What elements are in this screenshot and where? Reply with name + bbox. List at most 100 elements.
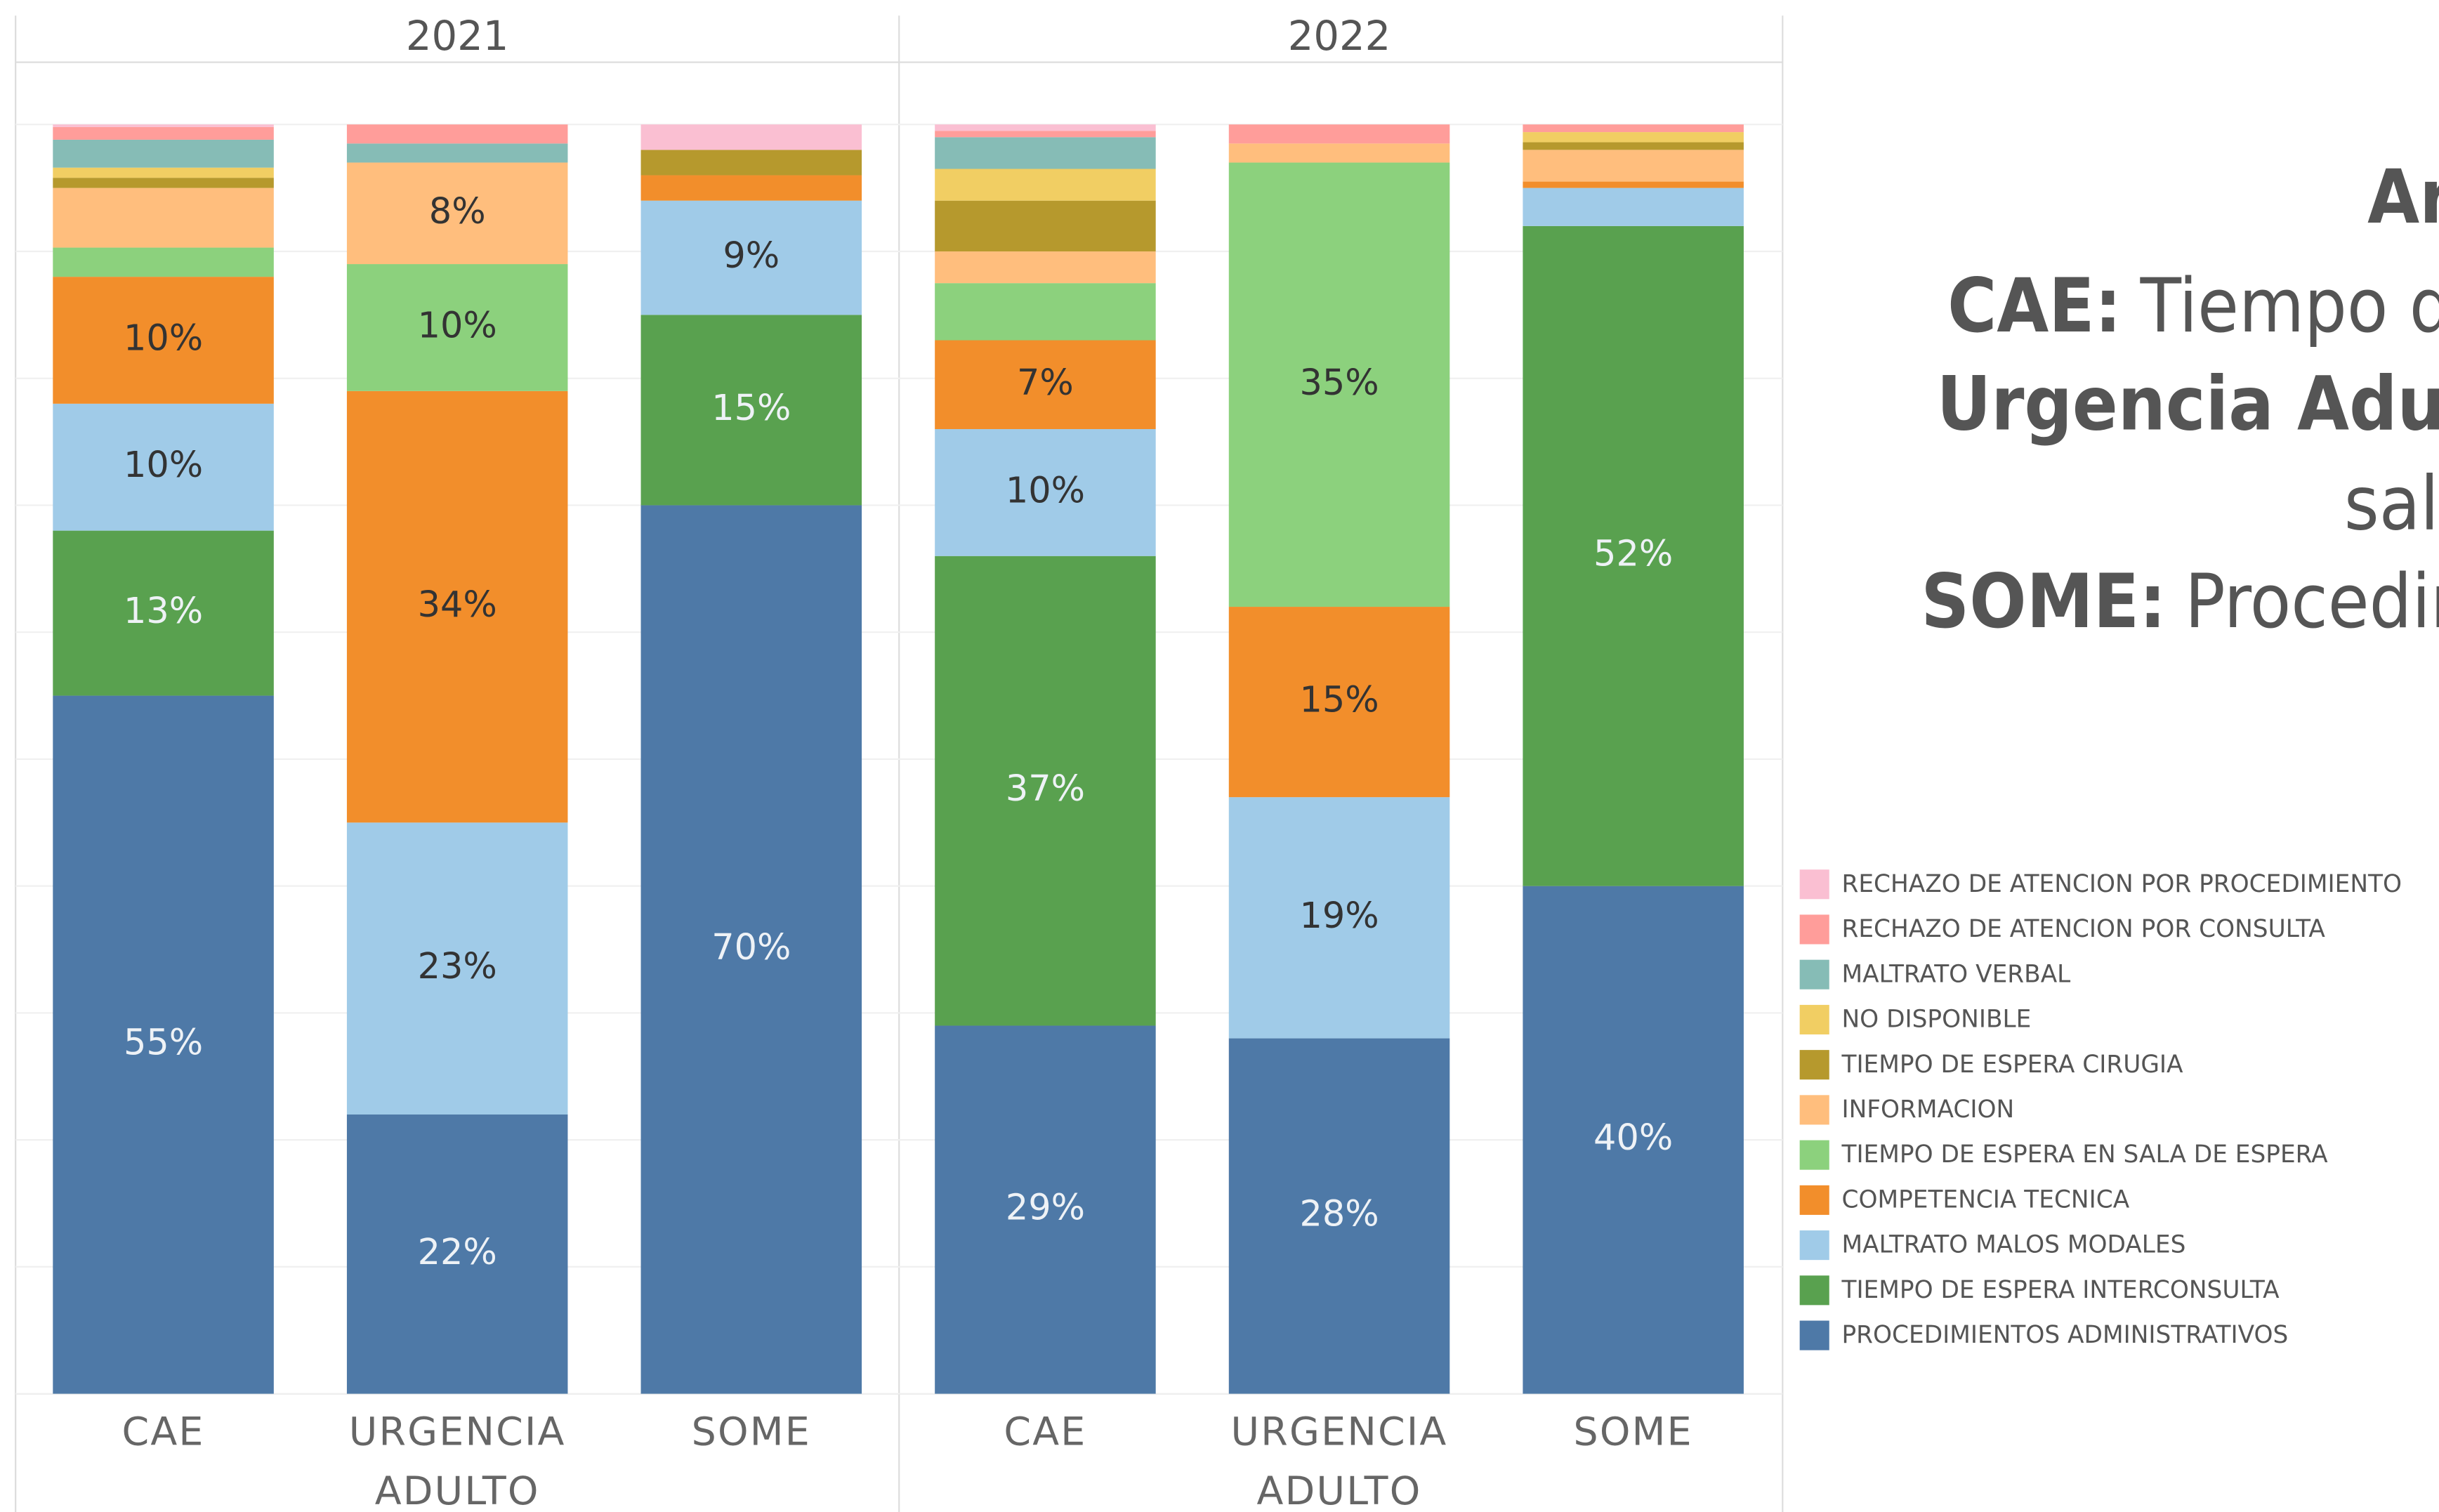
value-label: 9% bbox=[723, 235, 780, 277]
bar-segment bbox=[53, 247, 274, 277]
bar-segment bbox=[1523, 225, 1744, 886]
x-tick-label: CAE bbox=[121, 1409, 205, 1455]
annotation: CAE: Tiempo d bbox=[1947, 263, 2439, 350]
bar-segment bbox=[1228, 607, 1450, 798]
x-label-box: SOME bbox=[1573, 1409, 1693, 1455]
value-label: 10% bbox=[418, 305, 497, 346]
legend-swatch bbox=[1799, 959, 1829, 990]
legend-label: TIEMPO DE ESPERA EN SALA DE ESPERA bbox=[1841, 1140, 2328, 1169]
facet-label: 2022 bbox=[1288, 13, 1391, 60]
bar-segment bbox=[53, 403, 274, 531]
value-label: 52% bbox=[1593, 534, 1673, 575]
bar-segment bbox=[346, 143, 568, 163]
bar-segment bbox=[935, 137, 1156, 169]
annotation-part: Urgencia Adul bbox=[1937, 361, 2439, 448]
bar-segment bbox=[1523, 188, 1744, 226]
bar-segment bbox=[346, 124, 568, 144]
x-tick-label: URGENCIA ADULTO bbox=[348, 1409, 566, 1512]
bar-segment bbox=[53, 277, 274, 404]
annotation: Ar bbox=[2367, 154, 2439, 241]
value-label: 55% bbox=[124, 1023, 203, 1064]
legend-swatch bbox=[1799, 1004, 1829, 1034]
bar-segment bbox=[640, 505, 862, 1394]
annotation-part: SOME: bbox=[1921, 558, 2166, 645]
value-label: 22% bbox=[418, 1232, 497, 1273]
bar-segment bbox=[640, 124, 862, 150]
bar-segment bbox=[1523, 124, 1744, 133]
legend-label: TIEMPO DE ESPERA CIRUGIA bbox=[1841, 1051, 2183, 1079]
bar-segment bbox=[1523, 150, 1744, 182]
annotation-part: Tiempo d bbox=[2139, 263, 2439, 350]
legend-label: INFORMACION bbox=[1841, 1096, 2014, 1124]
annotation: Urgencia Adul bbox=[1937, 361, 2439, 448]
bar-segment bbox=[346, 1114, 568, 1394]
x-tick-label: SOME bbox=[1573, 1409, 1693, 1455]
value-label: 23% bbox=[418, 946, 497, 987]
bar-segment bbox=[53, 530, 274, 696]
legend-label: RECHAZO DE ATENCION POR PROCEDIMIENTO bbox=[1841, 870, 2402, 898]
bar-segment bbox=[53, 695, 274, 1394]
x-tick-label: URGENCIA ADULTO bbox=[1230, 1409, 1448, 1512]
value-label: 8% bbox=[429, 191, 486, 232]
bar-segment bbox=[935, 556, 1156, 1026]
bar-segment bbox=[935, 131, 1156, 138]
bar-segment bbox=[1523, 132, 1744, 143]
bar-segment bbox=[935, 251, 1156, 284]
legend-swatch bbox=[1799, 1095, 1829, 1125]
x-label-box: CAE bbox=[121, 1409, 205, 1455]
bar-segment bbox=[935, 1025, 1156, 1394]
bar-segment bbox=[935, 124, 1156, 131]
bar-segment bbox=[346, 264, 568, 391]
legend-label: RECHAZO DE ATENCION POR CONSULTA bbox=[1841, 915, 2325, 943]
bar-segment bbox=[346, 162, 568, 265]
x-tick-label: CAE bbox=[1004, 1409, 1087, 1455]
value-label: 15% bbox=[1299, 680, 1379, 721]
legend-label: MALTRATO MALOS MODALES bbox=[1841, 1231, 2185, 1259]
annotation: SOME: Procedir bbox=[1921, 558, 2439, 645]
bar-segment bbox=[53, 126, 274, 140]
bar-segment bbox=[53, 188, 274, 248]
legend-swatch bbox=[1799, 914, 1829, 945]
bar-segment bbox=[640, 200, 862, 315]
value-label: 37% bbox=[1006, 768, 1085, 810]
bar-segment bbox=[935, 429, 1156, 556]
x-tick-label: SOME bbox=[691, 1409, 811, 1455]
legend-label: MALTRATO VERBAL bbox=[1841, 960, 2070, 988]
annotation-part: sal bbox=[2344, 461, 2439, 548]
value-label: 10% bbox=[124, 445, 203, 486]
bar-segment bbox=[1228, 797, 1450, 1039]
value-label: 10% bbox=[1006, 470, 1085, 511]
bar-segment bbox=[1228, 1038, 1450, 1394]
bar-segment bbox=[53, 139, 274, 168]
bar-segment bbox=[640, 315, 862, 506]
bar-segment bbox=[935, 340, 1156, 430]
value-label: 13% bbox=[124, 591, 203, 632]
bar-segment bbox=[1228, 162, 1450, 607]
annotation-part: Ar bbox=[2367, 154, 2439, 241]
legend-label: TIEMPO DE ESPERA INTERCONSULTA bbox=[1841, 1276, 2280, 1304]
bar-segment bbox=[53, 178, 274, 188]
x-label-box: URGENCIA ADULTO bbox=[1230, 1409, 1448, 1512]
bar-segment bbox=[1523, 181, 1744, 188]
bar-segment bbox=[935, 283, 1156, 341]
legend-swatch bbox=[1799, 1140, 1829, 1170]
legend-label: PROCEDIMIENTOS ADMINISTRATIVOS bbox=[1841, 1321, 2288, 1349]
bar-segment bbox=[1523, 142, 1744, 150]
value-label: 7% bbox=[1017, 362, 1074, 404]
x-label-box: SOME bbox=[691, 1409, 811, 1455]
value-label: 35% bbox=[1299, 362, 1379, 404]
legend-swatch bbox=[1799, 1185, 1829, 1215]
bar-segment bbox=[53, 124, 274, 127]
bar-segment bbox=[1523, 886, 1744, 1394]
value-label: 34% bbox=[418, 584, 497, 626]
bar-segment bbox=[1228, 124, 1450, 144]
legend-label: COMPETENCIA TECNICA bbox=[1841, 1185, 2129, 1214]
legend-swatch bbox=[1799, 1275, 1829, 1306]
bar-segment bbox=[935, 200, 1156, 251]
bar-segment bbox=[640, 175, 862, 201]
legend-swatch bbox=[1799, 1050, 1829, 1080]
bar-segment bbox=[346, 390, 568, 823]
value-label: 70% bbox=[711, 927, 791, 968]
